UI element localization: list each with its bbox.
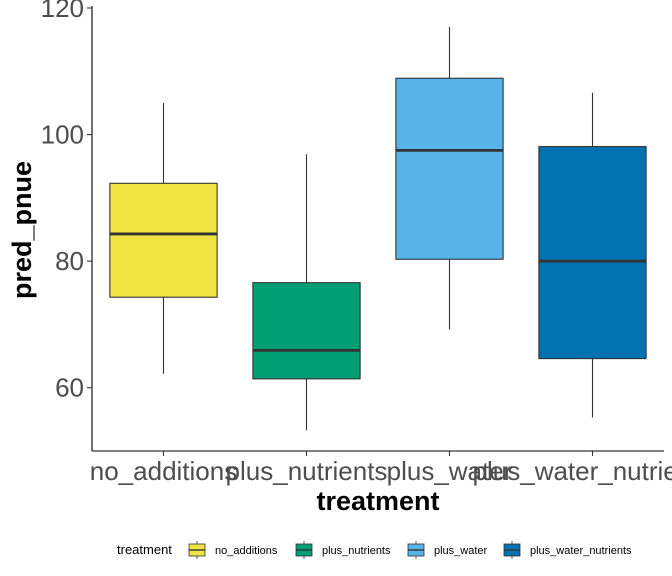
legend-label: plus_nutrients: [322, 545, 391, 557]
legend-item-plus_water: plus_water: [407, 541, 488, 559]
legend-item-plus_nutrients: plus_nutrients: [295, 541, 391, 559]
x-axis-title: treatment: [316, 486, 439, 516]
box-plus_water_nutrients: [538, 92, 647, 418]
x-tick-label: plus_water_nutrients: [473, 456, 672, 486]
legend-label: plus_water_nutrients: [530, 545, 632, 557]
box-iqr: [538, 146, 647, 360]
box-iqr: [252, 282, 361, 380]
legend: treatment no_additions plus_nutrients plus_…: [117, 541, 632, 559]
y-tick-label: 80: [55, 246, 84, 276]
box-no_additions: [109, 102, 218, 374]
legend-label: plus_water: [434, 545, 488, 557]
y-axis-title: pred_pnue: [7, 161, 37, 299]
box-plus_water: [395, 26, 504, 330]
boxes-layer: [109, 26, 647, 431]
box-iqr: [395, 77, 504, 260]
legend-label: no_additions: [215, 545, 278, 557]
x-tick-label: plus_nutrients: [226, 456, 388, 486]
x-tick-label: no_additions: [90, 456, 237, 486]
y-tick-label: 100: [41, 120, 84, 150]
y-tick-label: 60: [55, 373, 84, 403]
box-plus_nutrients: [252, 154, 361, 431]
legend-item-no_additions: no_additions: [188, 541, 278, 559]
legend-title: treatment: [117, 542, 172, 557]
x-tick-label: plus_water: [387, 456, 513, 486]
legend-item-plus_water_nutrients: plus_water_nutrients: [503, 541, 632, 559]
box-iqr: [109, 182, 218, 298]
y-tick-label: 120: [41, 0, 84, 23]
